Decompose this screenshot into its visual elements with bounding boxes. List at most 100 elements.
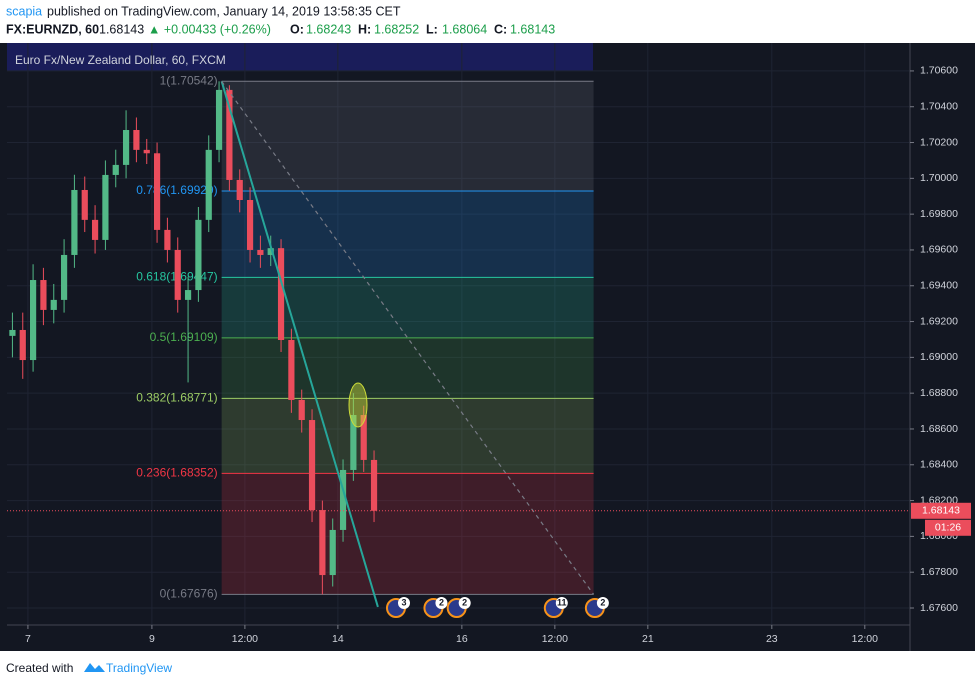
event[interactable]: 11 — [543, 597, 568, 618]
ohlc-value: 1.68064 — [442, 22, 487, 36]
candle-body — [91, 219, 99, 240]
candle-body — [143, 149, 150, 154]
candle-body — [102, 174, 109, 240]
candle-body — [112, 164, 119, 175]
footer-text: Created with — [6, 661, 73, 675]
fib-label: 0.5(1.69109) — [150, 330, 218, 344]
candle-body — [184, 290, 192, 300]
y-tick-label: 1.69200 — [920, 315, 958, 327]
event-count[interactable]: 2 — [600, 597, 605, 607]
event-badge[interactable] — [397, 597, 410, 609]
candle-body — [339, 469, 347, 530]
y-tick-label: 1.69600 — [920, 244, 958, 256]
candle-body — [195, 219, 202, 291]
event[interactable]: 2 — [584, 597, 609, 618]
fib-label: 0(1.67676) — [160, 587, 218, 601]
event[interactable]: 3 — [385, 597, 410, 618]
countdown-tag — [925, 519, 971, 536]
x-tick-label: 9 — [149, 633, 155, 645]
candle-body — [257, 249, 264, 255]
fib-label: 1(1.70542) — [160, 73, 218, 87]
candle-body — [370, 459, 378, 511]
y-tick-label: 1.67600 — [920, 602, 958, 614]
author[interactable]: scapia — [6, 4, 42, 18]
candle-body — [50, 299, 57, 310]
candle-body — [122, 130, 130, 165]
price: 1.68143 — [99, 22, 144, 36]
candle-body — [267, 248, 274, 255]
candle-body — [288, 339, 295, 400]
y-tick-label: 1.69400 — [920, 280, 958, 292]
change: ▲ +0.00433 (+0.26%) — [148, 22, 271, 36]
candle-body — [19, 329, 26, 361]
ohlc: O: 1.68243 H: 1.68252 L: 1.68064 C: 1.68143 — [290, 22, 555, 36]
event-count[interactable]: 11 — [557, 597, 567, 607]
countdown-label: 01:26 — [935, 522, 961, 534]
fib-label: 0.786(1.69929) — [136, 183, 217, 197]
symbol: FX:EURNZD, 60 — [6, 22, 99, 36]
event[interactable]: 2 — [446, 597, 471, 618]
candle-body — [174, 249, 181, 300]
fib-band — [221, 473, 594, 595]
candle-body — [133, 130, 140, 150]
event-badge[interactable] — [435, 597, 448, 609]
x-tick-label: 12:00 — [232, 633, 258, 645]
x-tick-label: 21 — [642, 633, 654, 645]
x-tick-label: 12:00 — [852, 633, 878, 645]
x-tick-label: 16 — [456, 633, 468, 645]
y-tick-label: 1.70200 — [920, 136, 958, 148]
fib-band — [221, 398, 594, 474]
candle-body — [350, 415, 357, 470]
event-count[interactable]: 2 — [439, 597, 444, 607]
y-tick-label: 1.67800 — [920, 566, 958, 578]
event[interactable]: 2 — [423, 597, 448, 618]
ohlc-key: O: — [290, 22, 304, 36]
chart-title: Euro Fx/New Zealand Dollar, 60, FXCM — [15, 53, 226, 67]
ohlc-key: C: — [494, 22, 507, 36]
candle-body — [360, 415, 367, 460]
y-tick-label: 1.68800 — [920, 387, 958, 399]
footer-brand[interactable]: TradingView — [106, 661, 172, 675]
footer-logo — [84, 663, 105, 672]
ohlc-key: H: — [358, 22, 371, 36]
candle-body — [215, 89, 223, 150]
fib-band — [221, 191, 594, 278]
x-tick-label: 12:00 — [542, 633, 568, 645]
x-tick-label: 23 — [766, 633, 778, 645]
top-band — [7, 43, 593, 71]
fib-label: 0.236(1.68352) — [136, 466, 217, 480]
fib-band — [221, 277, 594, 338]
trendline — [221, 80, 595, 595]
y-tick-label: 1.70600 — [920, 65, 958, 77]
event-badge[interactable] — [555, 597, 568, 609]
candle-body — [9, 329, 16, 336]
candle-body — [236, 179, 243, 201]
event-badge[interactable] — [458, 597, 471, 609]
candle-body — [71, 189, 78, 255]
fib-band — [221, 337, 594, 399]
y-tick-label: 1.68400 — [920, 459, 958, 471]
ohlc-value: 1.68143 — [510, 22, 555, 36]
candle-body — [81, 189, 88, 220]
plot: 1(1.70542)0.786(1.69929)0.618(1.69447)0.… — [7, 43, 910, 625]
ohlc-key: L: — [426, 22, 438, 36]
candle-body — [205, 149, 212, 220]
event-badge[interactable] — [596, 597, 609, 609]
candle-body — [40, 280, 47, 310]
ohlc-value: 1.68252 — [374, 22, 419, 36]
candle-body — [329, 529, 336, 576]
x-tick-label: 7 — [25, 633, 31, 645]
fib-label: 0.382(1.68771) — [136, 391, 217, 405]
ohlc-value: 1.68243 — [306, 22, 351, 36]
y-tick-label: 1.68600 — [920, 423, 958, 435]
y-tick-label: 1.69800 — [920, 208, 958, 220]
candle-body — [308, 420, 316, 511]
y-tick-label: 1.70400 — [920, 101, 958, 113]
event-count[interactable]: 3 — [401, 597, 406, 607]
candle-body — [60, 254, 68, 300]
event-count[interactable]: 2 — [462, 597, 467, 607]
published: published on TradingView.com, January 14… — [47, 4, 401, 18]
x-tick-label: 14 — [332, 633, 344, 645]
highlight — [348, 382, 368, 428]
